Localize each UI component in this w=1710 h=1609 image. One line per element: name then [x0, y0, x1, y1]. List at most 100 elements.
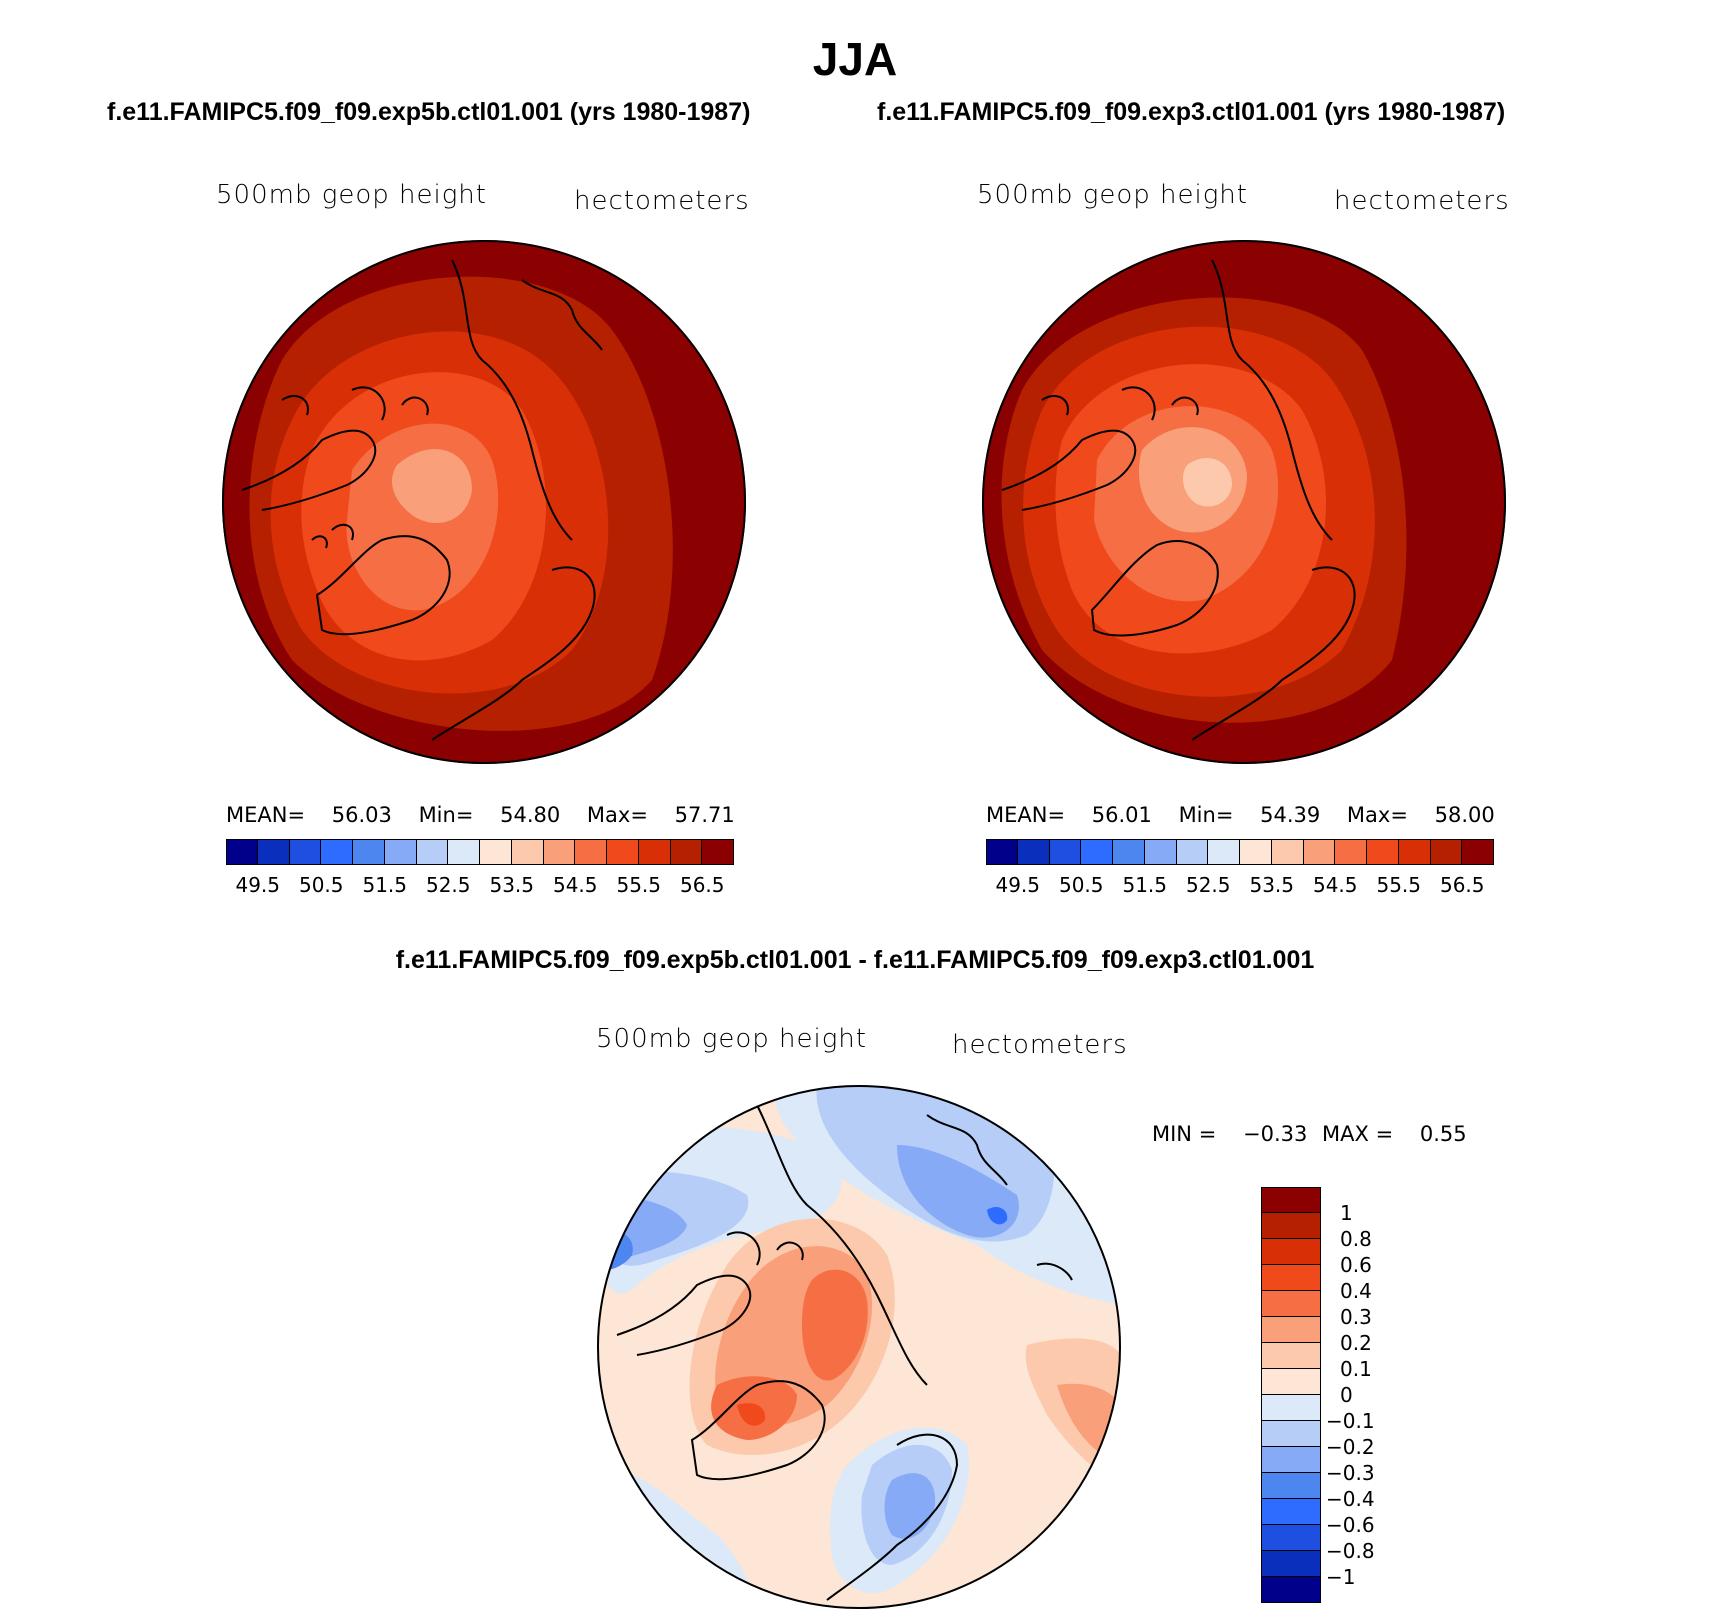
coastline [826, 1433, 959, 1601]
colorbar-tick-label: 0.8 [1340, 1227, 1372, 1251]
colorbar-tick-label: 56.5 [1439, 873, 1485, 897]
colorbar-tick-label: 53.5 [1249, 873, 1295, 897]
diff-units-label: hectometers [952, 1030, 1128, 1060]
colorbar-tick-label: 0.2 [1340, 1331, 1372, 1355]
coastline [926, 1114, 1008, 1186]
colorbar-tick-label: 54.5 [552, 873, 598, 897]
colorbar-tick-label: 55.5 [1376, 873, 1422, 897]
map-level-fill [1182, 457, 1232, 507]
left-colorbar [226, 839, 734, 865]
colorbar-swatch [1335, 839, 1367, 865]
colorbar-swatch [1261, 1577, 1321, 1603]
colorbar-swatch [1261, 1239, 1321, 1265]
colorbar-tick-label: 1 [1340, 1201, 1353, 1225]
colorbar-tick-label: −0.3 [1326, 1461, 1375, 1485]
colorbar-swatch [1261, 1551, 1321, 1577]
colorbar-tick-label: 49.5 [995, 873, 1041, 897]
left-variable-label: 500mb geop height [216, 180, 487, 210]
map-border [597, 1085, 1121, 1609]
colorbar-swatch [1081, 839, 1113, 865]
colorbar-tick-label: 0.6 [1340, 1253, 1372, 1277]
map-level-fill [802, 1269, 868, 1381]
colorbar-tick-label: −0.8 [1326, 1539, 1375, 1563]
colorbar-swatch [575, 839, 607, 865]
colorbar-tick-label: −0.6 [1326, 1513, 1375, 1537]
colorbar-swatch [1049, 839, 1082, 865]
coastline [1211, 259, 1333, 541]
colorbar-swatch [384, 839, 417, 865]
min-label: MIN = [1152, 1122, 1217, 1146]
colorbar-swatch [289, 839, 322, 865]
max-value: 0.55 [1419, 1122, 1467, 1146]
diff-variable-label: 500mb geop height [596, 1024, 867, 1054]
right-variable-label: 500mb geop height [977, 180, 1248, 210]
right-colorbar [986, 839, 1494, 865]
colorbar-swatch [1271, 839, 1304, 865]
min-label: Min= [1178, 803, 1234, 827]
colorbar-swatch [1261, 1317, 1321, 1343]
colorbar-swatch [1240, 839, 1272, 865]
coastline [1041, 386, 1199, 421]
map-level-fill [987, 1206, 1008, 1225]
colorbar-swatch [607, 839, 639, 865]
diff-stats: MIN = −0.33 MAX = 0.55 [1152, 1122, 1467, 1146]
colorbar-tick-label: 49.5 [235, 873, 281, 897]
coastline [431, 566, 596, 741]
max-label: Max= [1346, 803, 1408, 827]
colorbar-swatch [986, 839, 1018, 865]
coastline [726, 1231, 1073, 1281]
coastline [1191, 566, 1356, 741]
map-level-fill [884, 1473, 936, 1539]
colorbar-tick-label: 54.5 [1312, 873, 1358, 897]
colorbar-swatch [543, 839, 576, 865]
colorbar-tick-label: −0.2 [1326, 1435, 1375, 1459]
colorbar-swatch [257, 839, 290, 865]
colorbar-tick-label: 0.3 [1340, 1305, 1372, 1329]
colorbar-tick-label: 50.5 [1058, 873, 1104, 897]
coastline [241, 429, 377, 511]
colorbar-swatch [1113, 839, 1145, 865]
map-border [982, 240, 1506, 764]
colorbar-tick-label: −1 [1326, 1565, 1356, 1589]
colorbar-swatch [1367, 839, 1399, 865]
coastline [756, 1104, 928, 1386]
mean-value: 56.03 [331, 803, 392, 827]
map-level-fill [392, 449, 472, 523]
coastline [311, 523, 354, 549]
colorbar-tick-label: 51.5 [1122, 873, 1168, 897]
min-value: −0.33 [1242, 1122, 1308, 1146]
colorbar-tick-label: 50.5 [298, 873, 344, 897]
colorbar-tick-label: −0.4 [1326, 1487, 1375, 1511]
colorbar-swatch [511, 839, 544, 865]
mean-label: MEAN= [986, 803, 1066, 827]
max-label: MAX = [1322, 1122, 1394, 1146]
max-label: Max= [586, 803, 648, 827]
colorbar-tick-label: 52.5 [1185, 873, 1231, 897]
map-level-fill [737, 1403, 766, 1426]
colorbar-tick-label: 0.1 [1340, 1357, 1372, 1381]
coastline [521, 279, 603, 351]
mean-label: MEAN= [226, 803, 306, 827]
difference-title: f.e11.FAMIPC5.f09_f09.exp5b.ctl01.001 - … [395, 946, 1315, 974]
greenland-coastline [315, 535, 451, 636]
colorbar-swatch [448, 839, 480, 865]
colorbar-swatch [1176, 839, 1209, 865]
min-value: 54.39 [1260, 803, 1321, 827]
colorbar-swatch [1261, 1395, 1321, 1421]
colorbar-tick-label: 56.5 [679, 873, 725, 897]
colorbar-swatch [416, 839, 449, 865]
coastline [281, 386, 429, 421]
colorbar-swatch [1261, 1421, 1321, 1447]
colorbar-swatch [353, 839, 385, 865]
map-border [222, 240, 746, 764]
colorbar-swatch [1261, 1473, 1321, 1499]
colorbar-tick-label: 0.4 [1340, 1279, 1372, 1303]
max-value: 57.71 [674, 803, 735, 827]
colorbar-swatch [1261, 1291, 1321, 1317]
main-title: JJA [812, 33, 898, 85]
colorbar-swatch [1144, 839, 1177, 865]
colorbar-swatch [1261, 1447, 1321, 1473]
colorbar-swatch [226, 839, 258, 865]
colorbar-swatch [702, 839, 734, 865]
colorbar-swatch [1261, 1343, 1321, 1369]
